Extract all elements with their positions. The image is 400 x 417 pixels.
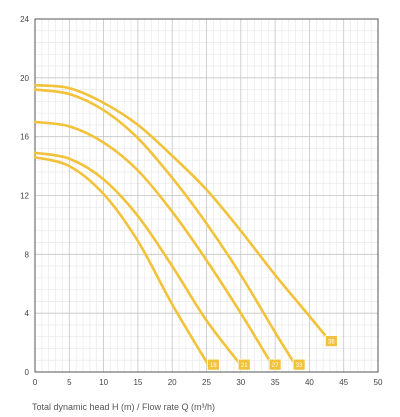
pump-curve-36 xyxy=(33,83,332,343)
y-tick-label: 4 xyxy=(25,309,30,318)
curve-label-27: 27 xyxy=(268,358,282,371)
x-tick-label: 45 xyxy=(339,378,348,387)
curve-label-box xyxy=(292,358,306,371)
y-tick-label: 20 xyxy=(20,74,29,83)
grid-major xyxy=(35,19,378,372)
curve-label-21: 21 xyxy=(237,358,251,371)
y-tick-label: 0 xyxy=(25,368,30,377)
x-tick-label: 0 xyxy=(33,378,38,387)
curve-label-33: 33 xyxy=(292,358,306,371)
y-axis-ticks: 0 4 8 12 16 20 24 xyxy=(20,15,29,377)
x-tick-label: 5 xyxy=(67,378,72,387)
x-axis-ticks: 0 5 10 15 20 25 30 35 40 45 50 xyxy=(33,378,383,387)
x-tick-label: 20 xyxy=(168,378,177,387)
pump-curve-21 xyxy=(33,151,245,369)
curve-label-text: 27 xyxy=(272,363,279,369)
y-tick-label: 8 xyxy=(25,250,30,259)
curve-label-text: 18 xyxy=(210,363,217,369)
pump-curves xyxy=(33,83,332,369)
curve-label-box xyxy=(206,358,220,371)
curve-label-box xyxy=(237,358,251,371)
curve-label-text: 36 xyxy=(328,339,335,345)
curve-labels: 18 21 27 33 36 xyxy=(206,335,338,371)
x-tick-label: 15 xyxy=(133,378,142,387)
curve-label-box xyxy=(324,335,338,348)
curve-label-18: 18 xyxy=(206,358,220,371)
y-tick-label: 16 xyxy=(20,133,29,142)
x-tick-label: 35 xyxy=(271,378,280,387)
y-tick-label: 12 xyxy=(20,192,29,201)
curve-label-text: 33 xyxy=(296,363,303,369)
x-tick-label: 40 xyxy=(305,378,314,387)
curve-label-box xyxy=(268,358,282,371)
x-tick-label: 30 xyxy=(236,378,245,387)
pump-curve-18 xyxy=(33,155,212,369)
pump-curve-33 xyxy=(33,88,299,369)
curve-label-36: 36 xyxy=(324,335,338,348)
plot-frame xyxy=(34,18,379,373)
y-tick-label: 24 xyxy=(20,15,29,24)
x-axis-label: Total dynamic head H (m) / Flow rate Q (… xyxy=(32,402,216,412)
curve-label-text: 21 xyxy=(241,363,248,369)
pump-curve-27 xyxy=(33,120,276,369)
x-tick-label: 25 xyxy=(202,378,211,387)
x-tick-label: 10 xyxy=(99,378,108,387)
x-tick-label: 50 xyxy=(374,378,383,387)
